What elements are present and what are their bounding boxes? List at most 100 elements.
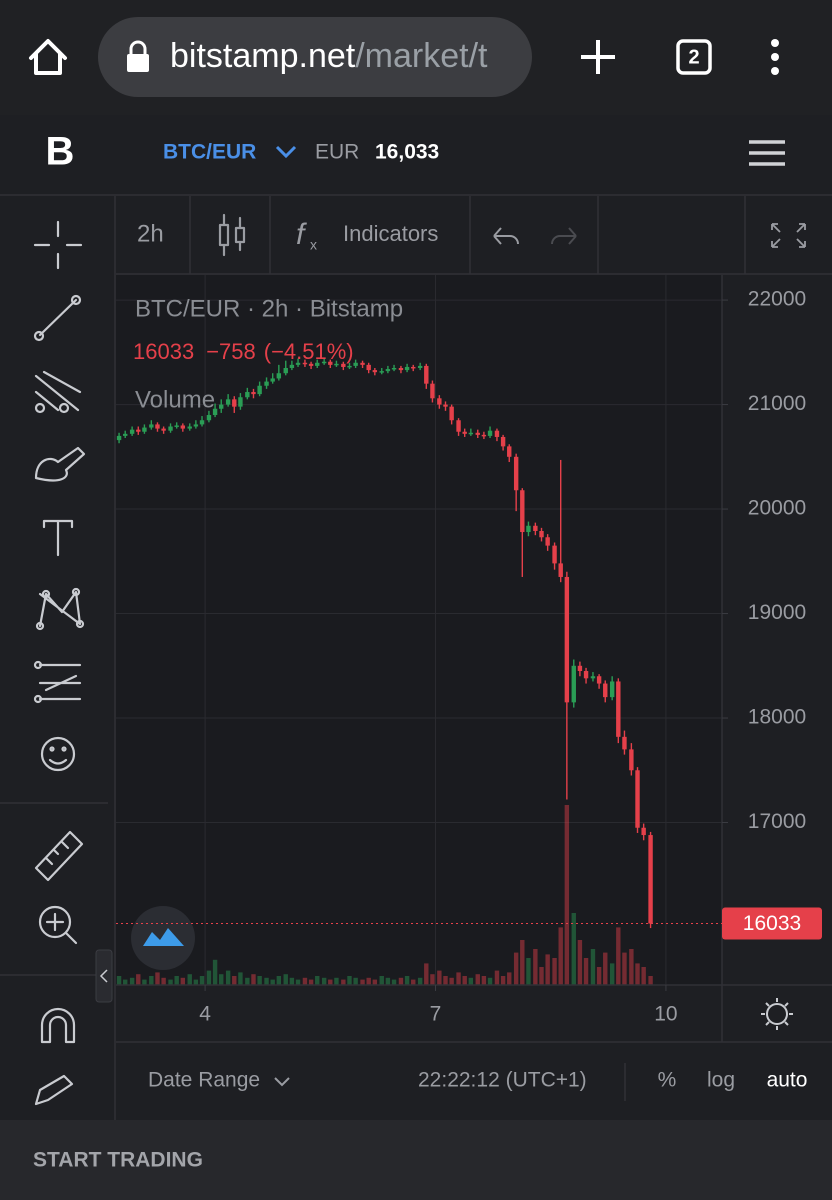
volume-bar [616,927,621,985]
volume-bar [398,977,404,985]
candle-body [411,366,416,369]
percent-toggle[interactable]: % [658,1069,677,1092]
plot-area [116,275,722,985]
pair-selector[interactable]: BTC/EUR [163,141,256,164]
volume-bar [334,977,339,985]
candle-body [129,429,135,434]
collapse-handle[interactable] [95,949,113,1003]
candle-body [334,363,339,366]
candle-body [616,681,621,737]
url-text[interactable]: bitstamp.net/market/t [170,37,488,75]
tab-count: 2 [688,46,699,68]
volume-bar [507,972,512,985]
candle-body [398,367,404,371]
app-header [0,115,832,195]
volume-bar [609,963,615,985]
candle-body [289,364,295,368]
candle-body [270,378,275,382]
volume-bar [212,959,218,985]
settings-button[interactable] [766,1003,788,1025]
candle-body [417,365,423,368]
candle-body [168,426,173,431]
candle-body [437,398,442,405]
volume-bar [155,972,160,985]
url-host: bitstamp.net [170,37,356,75]
auto-toggle[interactable]: auto [767,1069,808,1092]
candle-body [385,369,391,372]
candle-body [366,364,371,371]
volume-bar [270,979,275,985]
logo[interactable]: B [46,130,75,174]
candle-body [456,420,461,432]
candle-body [526,525,531,533]
volume-bar [424,963,429,985]
legend-change: −758 [206,339,256,364]
volume-bar [149,976,154,985]
new-tab-button[interactable] [581,40,615,74]
menu-button[interactable] [771,39,779,75]
grid [116,275,722,985]
fullscreen-button[interactable] [771,223,806,248]
home-button[interactable] [29,39,67,75]
candle-body [468,432,474,435]
candle-body [558,563,563,577]
hamburger[interactable] [749,140,785,166]
url-bar[interactable] [98,17,532,97]
interval-button[interactable]: 2h [137,220,164,247]
candle-body [481,434,487,437]
candle-body [603,683,608,698]
candle-body [174,425,179,427]
volume-bar [481,976,487,985]
candle-body [590,676,596,679]
volume-bar [430,974,435,985]
date-range-button[interactable]: Date Range [148,1069,260,1092]
volume-bar [520,940,525,985]
candle-body [321,361,327,364]
candle-body [315,362,320,366]
chart-type-button[interactable] [218,213,246,257]
legend-title: BTC/EUR · 2h · Bitstamp [135,295,403,322]
candle-body [520,490,525,533]
candle-body [353,362,358,366]
candle-body [552,545,557,564]
volume-bar [443,976,448,985]
candle-body [187,426,192,429]
candle-body [372,370,378,373]
y-tick-label: 22000 [748,288,806,311]
redo-button[interactable] [551,227,577,245]
pair-chevron[interactable] [275,145,297,159]
price-tag: 16033 [116,907,822,940]
candle-body [276,373,282,379]
candle-body [443,404,448,407]
volume-bar [161,977,166,985]
volume-bar [283,974,288,985]
candle-body [487,430,493,436]
indicators-button[interactable]: Indicators [343,221,438,246]
candle-body [462,431,467,434]
start-trading-button[interactable]: START TRADING [33,1149,203,1172]
volume-bar [475,974,480,985]
candle-body [283,367,288,374]
candle-body [136,429,141,432]
volume-bar [603,952,608,985]
candle-body [199,420,205,425]
candle-body [533,525,538,531]
volume-bar [648,976,653,985]
lock-shackle [129,40,147,54]
volume-bar [622,952,627,985]
candle-body [347,365,352,368]
undo-button[interactable] [493,227,519,245]
tool-icons[interactable] [33,220,86,1106]
volume-bar [366,977,371,985]
candle-body [360,362,365,365]
x-tick-label: 7 [430,1003,442,1026]
volume-bar [417,977,423,985]
log-toggle[interactable]: log [707,1069,735,1092]
volume-bar [360,979,365,985]
tabs-button[interactable] [676,39,712,75]
fx-icon[interactable]: f [296,218,307,251]
legend-volume: Volume [135,386,215,413]
volume-bar [449,977,454,985]
candle-body [391,367,397,370]
